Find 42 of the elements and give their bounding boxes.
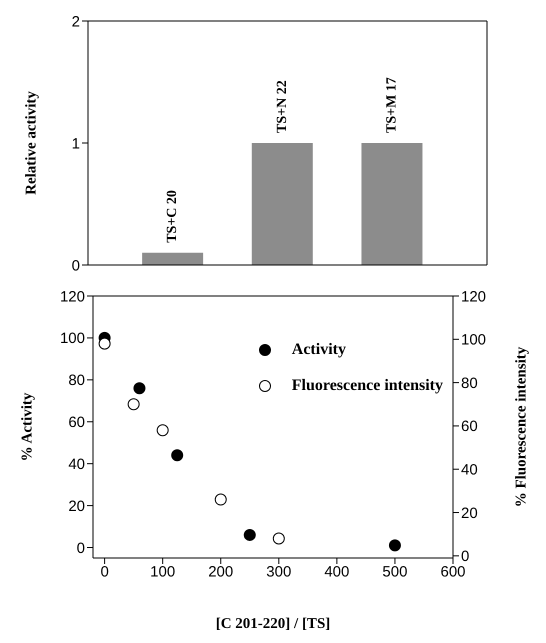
x-tick-label: 300 <box>266 564 292 581</box>
y2-tick-label: 0 <box>461 548 470 566</box>
y-tick-label: 20 <box>68 498 85 515</box>
y-tick-label: 0 <box>76 540 85 557</box>
x-tick-label: TS+M 17 <box>384 77 400 133</box>
x-tick-label: 100 <box>150 564 176 581</box>
point <box>171 449 184 462</box>
point <box>156 424 169 436</box>
point <box>128 398 140 410</box>
point <box>98 338 111 350</box>
x-tick-label: 500 <box>382 564 408 581</box>
y2-axis-title: % Fluorescence intensity <box>513 346 530 508</box>
y-tick-label: 60 <box>68 414 85 432</box>
x-tick-label: TS+C 20 <box>165 190 180 243</box>
point <box>133 382 146 394</box>
y-axis-title: % Activity <box>19 392 36 462</box>
y2-tick-label: 60 <box>461 418 478 436</box>
legend-label: Fluorescence intensity <box>292 377 443 395</box>
y-tick-label: 1 <box>72 135 80 152</box>
x-tick-label: 200 <box>208 564 234 581</box>
point <box>272 532 285 545</box>
legend-label: Activity <box>292 341 346 359</box>
x-axis-title: [C 201-220] / [TS] <box>216 616 330 632</box>
y-axis-title: Relative activity <box>23 90 40 195</box>
y2-tick-label: 120 <box>461 288 486 306</box>
y-tick-label: 120 <box>60 288 85 306</box>
y-tick-label: 80 <box>68 372 85 390</box>
y2-tick-label: 20 <box>461 504 478 522</box>
point <box>388 539 401 552</box>
x-tick-label: TS+N 22 <box>274 80 290 133</box>
x-tick-label: 0 <box>100 564 109 581</box>
y-tick-label: 0 <box>72 257 80 274</box>
point <box>244 528 256 541</box>
y2-tick-label: 100 <box>461 332 486 349</box>
y-tick-label: 2 <box>72 13 80 30</box>
y2-tick-label: 80 <box>461 374 478 392</box>
point <box>214 494 227 506</box>
y-tick-label: 40 <box>68 456 85 474</box>
x-tick-label: 400 <box>324 564 350 581</box>
x-tick-label: 600 <box>440 564 466 581</box>
y2-tick-label: 40 <box>461 462 478 479</box>
y-tick-label: 100 <box>60 330 85 348</box>
